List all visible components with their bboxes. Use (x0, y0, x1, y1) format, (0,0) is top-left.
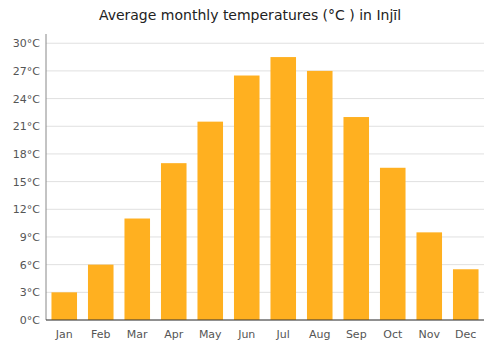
grid-line (46, 43, 484, 44)
x-axis: Jan Feb Mar Apr May Jun Jul Aug Sep Oct Nov Dec (46, 320, 484, 341)
x-tick-label: May (199, 328, 222, 341)
y-tick-label: 27°C (13, 65, 40, 78)
y-tick-label: 21°C (13, 120, 40, 133)
bar (380, 168, 406, 320)
x-axis-line (46, 320, 484, 321)
bar (453, 269, 479, 320)
y-tick-label: 30°C (13, 37, 40, 50)
bar (416, 232, 442, 320)
y-tick-label: 15°C (13, 176, 40, 189)
x-tick-label: Feb (91, 328, 110, 341)
grid (46, 43, 484, 320)
bar (51, 292, 77, 320)
title: Average monthly temperatures (°C ) in In… (99, 7, 401, 23)
y-tick-label: 9°C (20, 231, 40, 244)
x-tick-label: Oct (383, 328, 403, 341)
y-axis-line (46, 34, 47, 320)
bar (307, 71, 333, 320)
chart-container: Average monthly temperatures (°C ) in In… (0, 0, 500, 350)
y-tick-label: 18°C (13, 148, 40, 161)
bar (88, 265, 114, 320)
bar (270, 57, 296, 320)
x-tick-label: Jan (55, 328, 73, 341)
grid-line (46, 98, 484, 99)
x-tick-label: Sep (346, 328, 367, 341)
y-tick-label: 24°C (13, 93, 40, 106)
grid-line (46, 70, 484, 71)
grid-line (46, 126, 484, 127)
grid-line (46, 153, 484, 154)
bar (124, 219, 150, 320)
y-tick-label: 0°C (20, 314, 40, 327)
grid-line (46, 181, 484, 182)
bar (197, 122, 223, 320)
x-tick-label: Aug (309, 328, 330, 341)
y-tick-label: 12°C (13, 203, 40, 216)
y-tick-label: 3°C (20, 286, 40, 299)
bar (343, 117, 369, 320)
bar (161, 163, 187, 320)
y-axis: 0°C 3°C 6°C 9°C 12°C 15°C 18°C 21°C 24°C 27°C 30°C (13, 34, 46, 327)
chart: Average monthly temperatures (°C ) in In… (0, 0, 500, 350)
x-tick-label: Dec (455, 328, 476, 341)
bars (51, 57, 478, 320)
x-tick-label: Nov (419, 328, 441, 341)
grid-line (46, 209, 484, 210)
grid-line (46, 320, 484, 321)
x-tick-label: Jul (276, 328, 290, 341)
x-tick-label: Apr (164, 328, 184, 341)
y-tick-label: 6°C (20, 259, 40, 272)
x-tick-label: Jun (237, 328, 255, 341)
bar (234, 76, 260, 320)
x-tick-label: Mar (127, 328, 148, 341)
